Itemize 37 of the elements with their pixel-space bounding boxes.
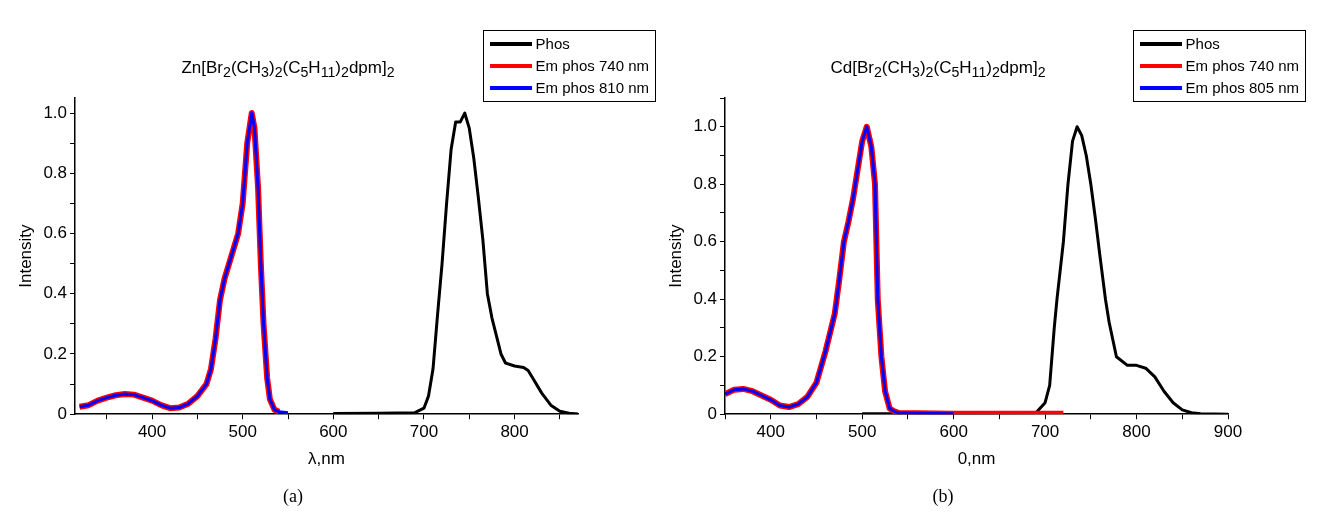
y-tick-label: 0.6 [693,231,718,251]
x-tick-label: 800 [1122,422,1151,442]
x-tick-label: 900 [1213,422,1243,442]
x-tick-label: 400 [756,422,785,442]
legend-label: Em phos 740 nm [1185,56,1299,76]
x-tick-label: 400 [137,422,167,442]
y-tick-label: 0.8 [43,162,68,182]
x-tick-label: 700 [1030,422,1060,442]
y-tick-label: 0 [707,403,718,423]
y-tick-label: 0.8 [693,173,718,193]
y-tick-label: 0 [57,403,68,423]
y-tick-label: 0.2 [693,346,718,366]
legend-label: Phos [535,34,570,54]
legend-label: Em phos 810 nm [535,78,649,98]
chart-title: Zn[Br$_{2}$(CH$_{3}$)$_{2}$(C$_{5}$H$_{11}$)$_{2}$dpm]$_{2}$ [181,58,395,81]
x-tick-label: 800 [500,422,529,442]
chart-title: Cd[Br$_{2}$(CH$_{3}$)$_{2}$(C$_{5}$H$_{11}$)$_{2}$dpm]$_{2}$ [830,58,1046,81]
y-axis-title: Intensity [15,223,35,288]
y-axis-title: Intensity [665,223,685,288]
y-tick-label: 0.4 [693,288,718,308]
y-tick-label: 1.0 [43,102,68,122]
text: (b) [931,486,955,507]
legend-label: Phos [1185,34,1220,54]
x-tick-label: 500 [228,422,257,442]
x-tick-label: 700 [409,422,439,442]
y-tick-label: 0.2 [43,343,68,363]
x-tick-label: 600 [319,422,348,442]
x-tick-label: 500 [848,422,877,442]
y-tick-label: 0.6 [43,223,68,243]
x-tick-label: 600 [939,422,968,442]
legend-label: Em phos 805 nm [1185,78,1299,98]
x-axis-title: 0,nm [957,449,996,469]
legend-label: Em phos 740 nm [535,56,649,76]
y-tick-label: 1.0 [693,116,718,136]
x-axis-title: λ,nm [308,449,345,469]
y-tick-label: 0.4 [43,283,68,303]
text: (a) [282,486,304,507]
